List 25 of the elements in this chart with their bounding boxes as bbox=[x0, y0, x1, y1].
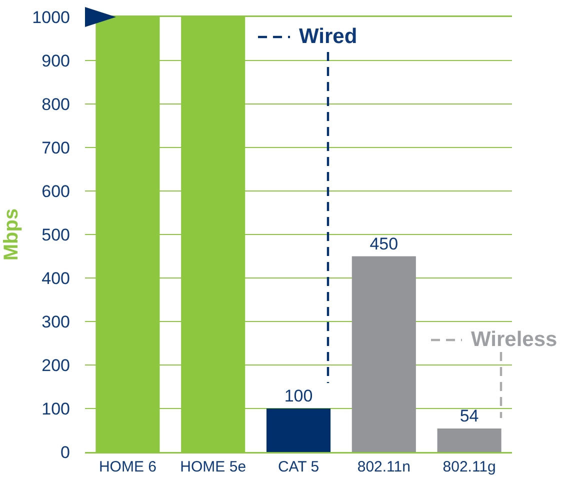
y-axis-title: Mbps bbox=[0, 208, 23, 261]
y-tick-label: 600 bbox=[42, 182, 70, 201]
x-tick-label: HOME 6 bbox=[98, 458, 156, 476]
y-tick-label: 400 bbox=[42, 268, 70, 288]
bar bbox=[266, 408, 331, 452]
bar bbox=[437, 428, 502, 452]
y-tick-label: 1000 bbox=[32, 8, 70, 27]
x-tick-label: 802.11n bbox=[357, 458, 410, 476]
y-tick-label: 100 bbox=[42, 399, 70, 418]
x-tick-label: HOME 5e bbox=[180, 458, 246, 476]
annotation: Wired bbox=[299, 25, 358, 48]
bar bbox=[352, 256, 416, 452]
annotation: Wireless bbox=[471, 328, 558, 351]
y-tick-label: 700 bbox=[42, 138, 70, 158]
x-tick-label: 802.11g bbox=[442, 458, 496, 476]
y-tick-label: 0 bbox=[60, 442, 70, 462]
y-tick-label: 300 bbox=[42, 312, 70, 332]
data-label: 450 bbox=[370, 234, 398, 254]
y-tick-label: 800 bbox=[42, 94, 70, 114]
y-tick-label: 200 bbox=[42, 356, 70, 375]
data-label: 100 bbox=[284, 386, 313, 406]
data-label: 54 bbox=[460, 406, 479, 426]
y-tick-label: 900 bbox=[42, 51, 70, 70]
x-tick-label: CAT 5 bbox=[278, 458, 320, 476]
y-tick-label: 500 bbox=[42, 225, 70, 244]
